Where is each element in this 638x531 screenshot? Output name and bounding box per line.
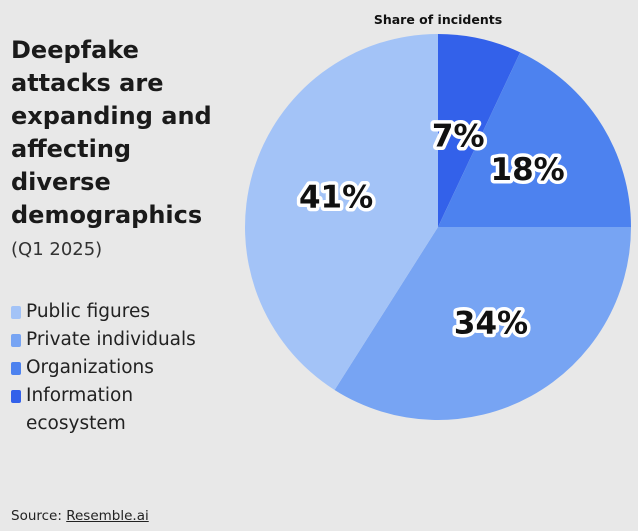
pie-slice-information-ecosystem <box>438 34 521 227</box>
source-note: Source: Resemble.ai <box>11 508 149 524</box>
legend-swatch <box>11 390 21 403</box>
legend-label: Organizations <box>26 357 154 378</box>
legend-item-information-ecosystem: Information ecosystem <box>11 382 226 438</box>
legend-swatch <box>11 334 21 347</box>
legend-item-public-figures: Public figures <box>11 298 226 326</box>
legend-label: Information ecosystem <box>26 385 134 434</box>
pie-label-public-figures: 41% <box>299 179 373 215</box>
date-range: (Q1 2025) <box>11 239 103 260</box>
pie-label-organizations: 18% <box>491 152 565 188</box>
pie-slice-public-figures <box>245 34 438 390</box>
pie-slice-organizations <box>438 52 631 227</box>
pie-label-information-ecosystem: 7% <box>432 119 485 155</box>
legend-swatch <box>11 362 21 375</box>
source-link[interactable]: Resemble.ai <box>66 508 149 524</box>
legend-item-organizations: Organizations <box>11 354 226 382</box>
pie-label-private-individuals: 34% <box>454 305 528 341</box>
legend-label: Public figures <box>26 301 150 322</box>
legend-item-private-individuals: Private individuals <box>11 326 226 354</box>
pie-slice-private-individuals <box>334 227 631 420</box>
legend: Public figures Private individuals Organ… <box>11 298 226 438</box>
chart-title: Share of incidents <box>373 12 503 27</box>
page-title: Deepfake attacks are expanding and affec… <box>11 36 212 229</box>
legend-label: Private individuals <box>26 329 196 350</box>
source-prefix: Source: <box>11 508 67 524</box>
legend-swatch <box>11 306 21 319</box>
